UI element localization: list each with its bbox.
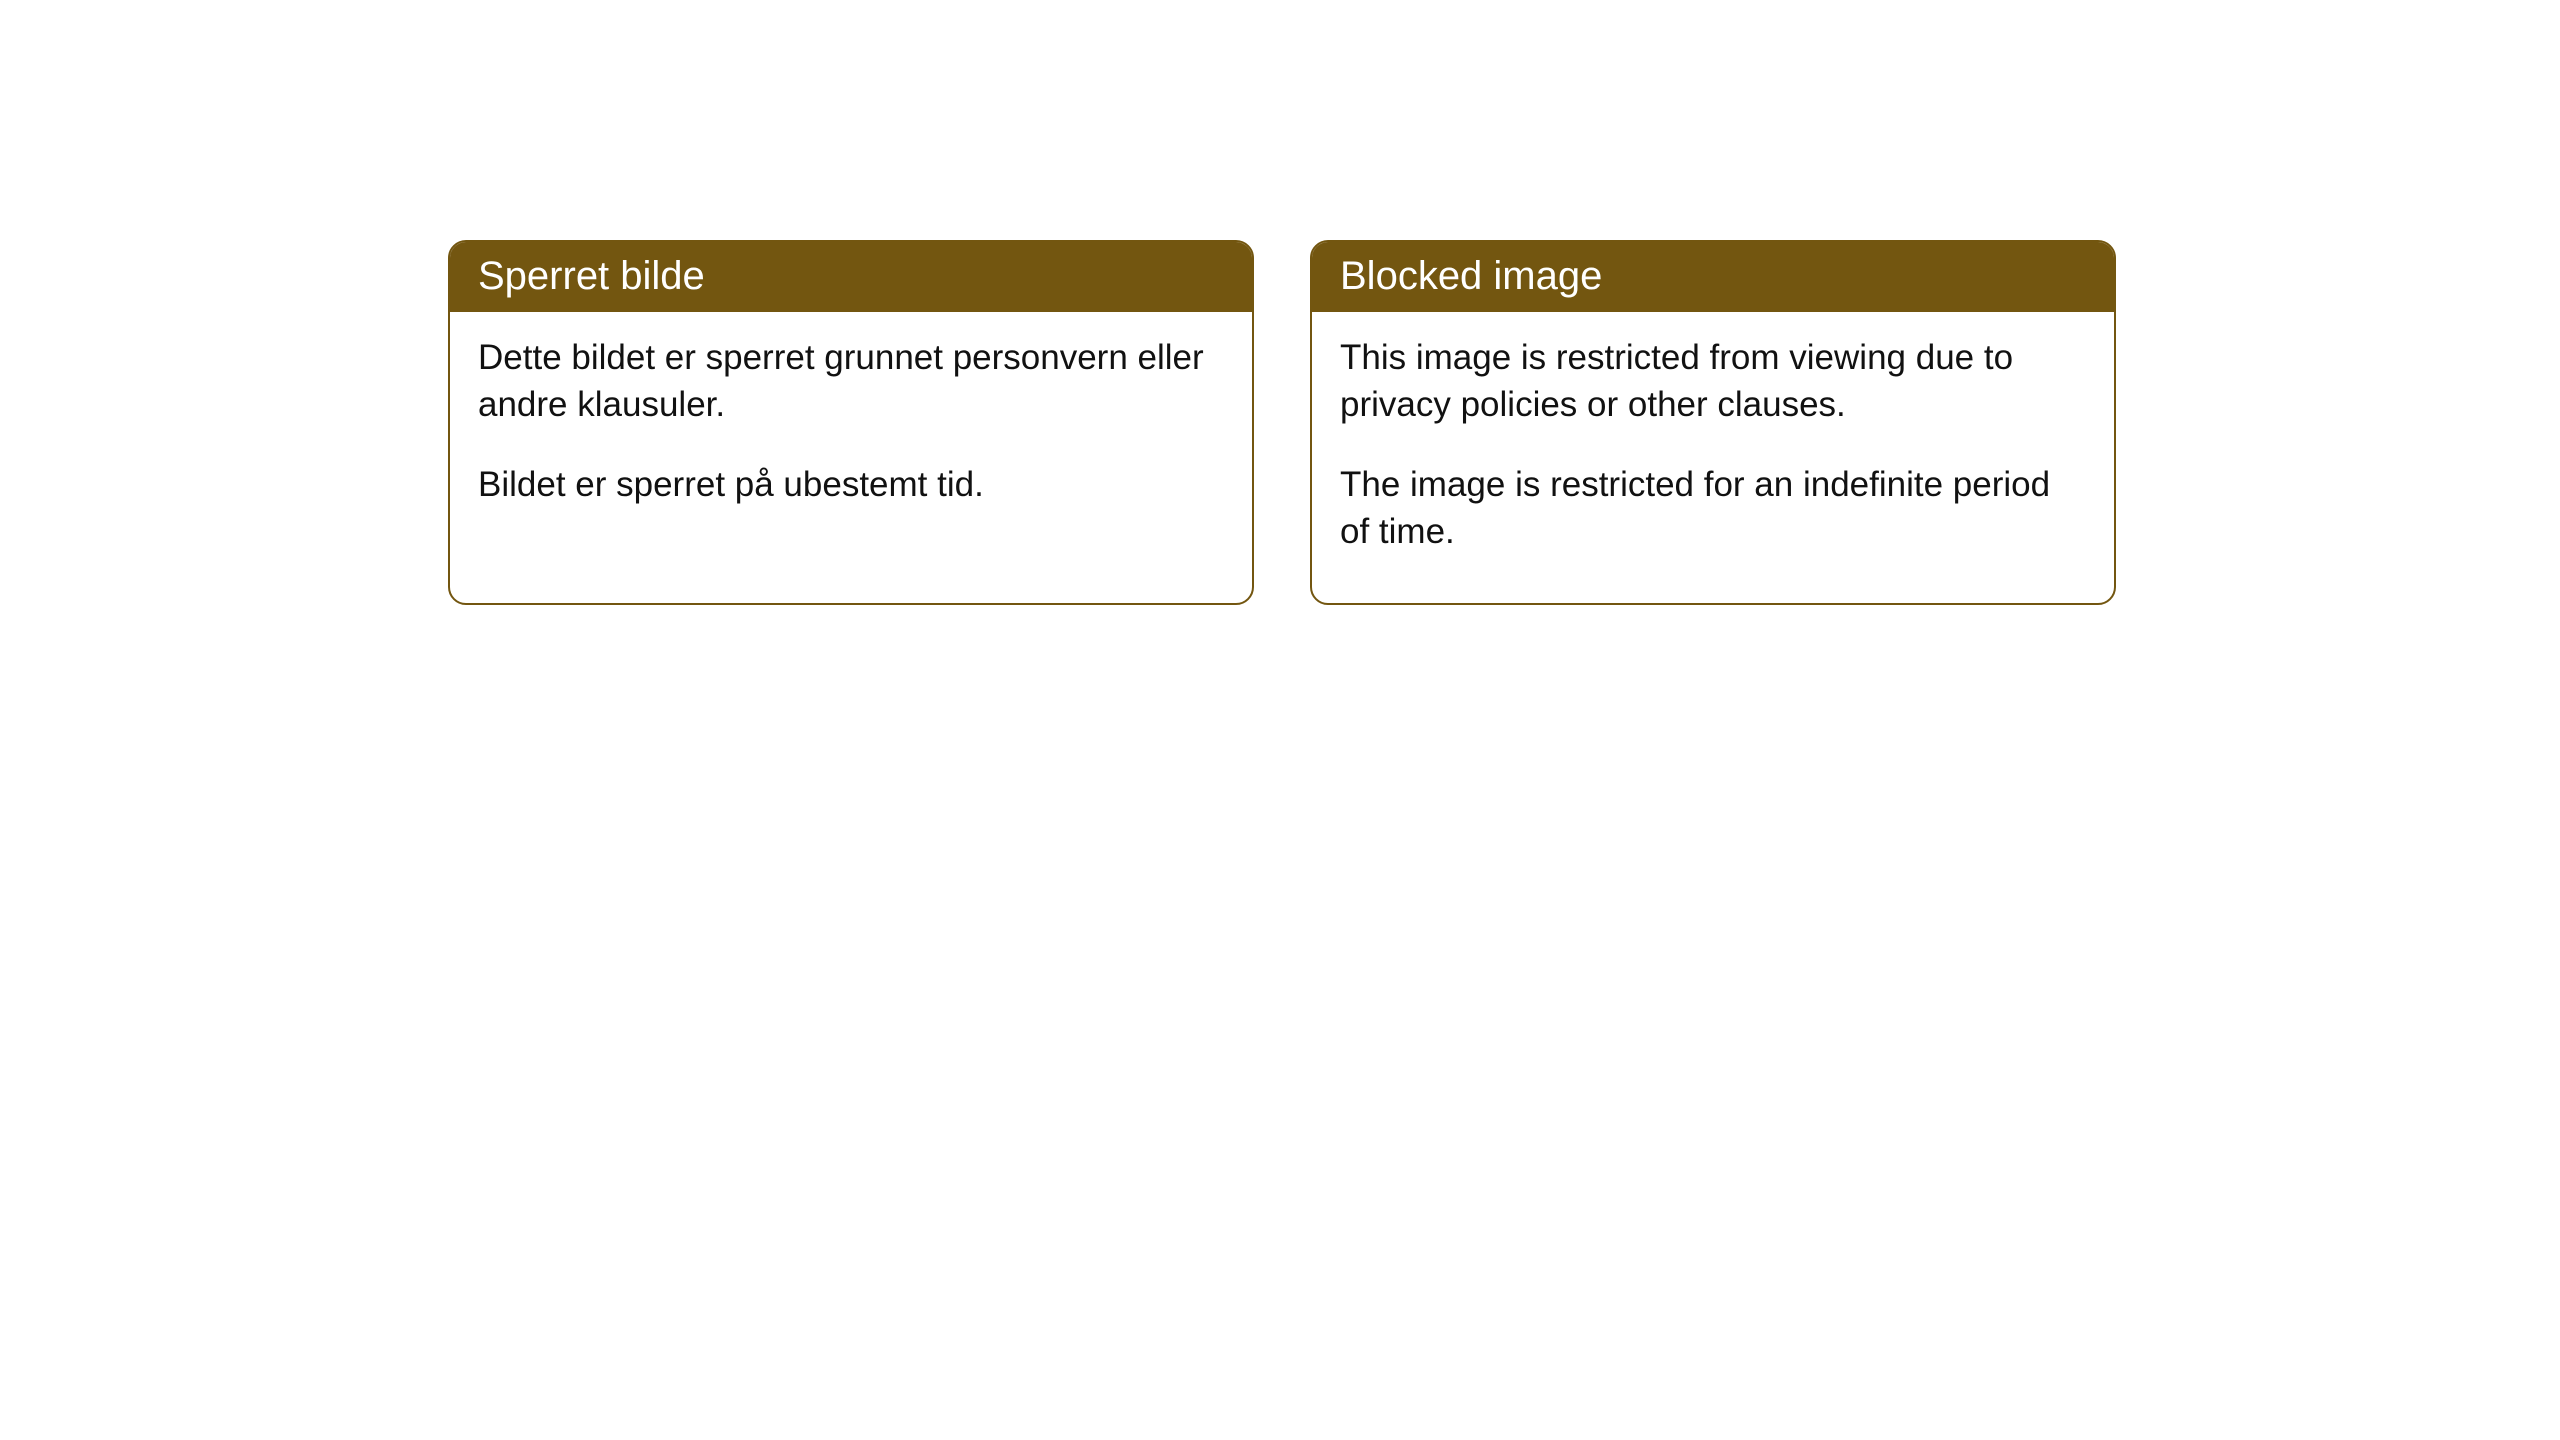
card-title: Sperret bilde (478, 254, 705, 298)
card-paragraph-1: This image is restricted from viewing du… (1340, 334, 2086, 429)
card-paragraph-1: Dette bildet er sperret grunnet personve… (478, 334, 1224, 429)
cards-container: Sperret bilde Dette bildet er sperret gr… (0, 0, 2560, 605)
card-english: Blocked image This image is restricted f… (1310, 240, 2116, 605)
card-body-norwegian: Dette bildet er sperret grunnet personve… (450, 312, 1252, 556)
card-norwegian: Sperret bilde Dette bildet er sperret gr… (448, 240, 1254, 605)
card-body-english: This image is restricted from viewing du… (1312, 312, 2114, 603)
card-header-english: Blocked image (1312, 242, 2114, 312)
card-title: Blocked image (1340, 254, 1602, 298)
card-header-norwegian: Sperret bilde (450, 242, 1252, 312)
card-paragraph-2: The image is restricted for an indefinit… (1340, 461, 2086, 556)
card-paragraph-2: Bildet er sperret på ubestemt tid. (478, 461, 1224, 508)
